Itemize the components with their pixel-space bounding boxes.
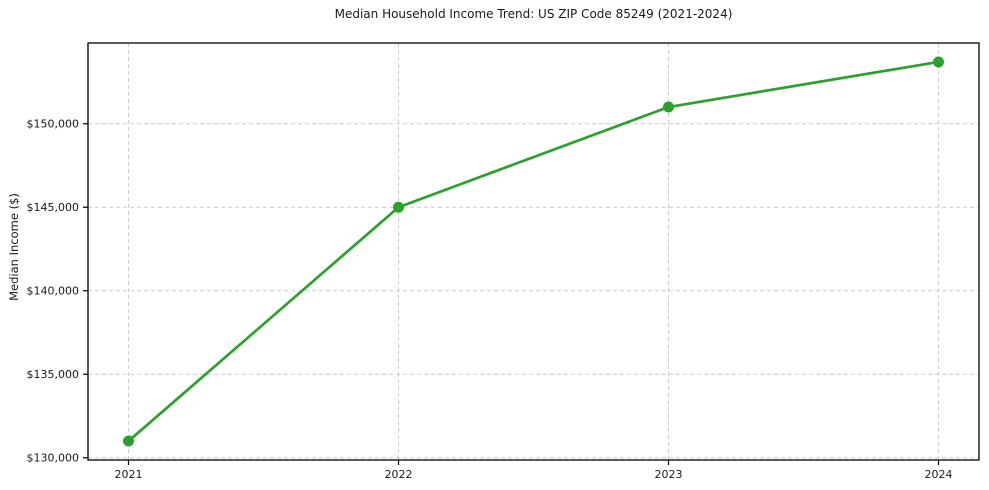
y-tick-label: $150,000 — [27, 118, 80, 131]
x-tick-label: 2024 — [925, 468, 953, 481]
x-tick-label: 2022 — [385, 468, 413, 481]
y-tick-label: $135,000 — [27, 368, 80, 381]
y-tick-label: $145,000 — [27, 201, 80, 214]
data-point-2022 — [393, 201, 404, 213]
x-tick-label: 2023 — [655, 468, 683, 481]
data-point-2023 — [663, 101, 674, 113]
x-tick-label: 2021 — [115, 468, 143, 481]
data-point-2021 — [123, 435, 134, 447]
y-tick-label: $140,000 — [27, 285, 80, 298]
y-tick-label: $130,000 — [27, 452, 80, 465]
chart-title: Median Household Income Trend: US ZIP Co… — [334, 7, 733, 21]
trend-line — [127, 60, 940, 443]
plot-border — [87, 42, 980, 461]
data-point-2024 — [933, 56, 944, 68]
